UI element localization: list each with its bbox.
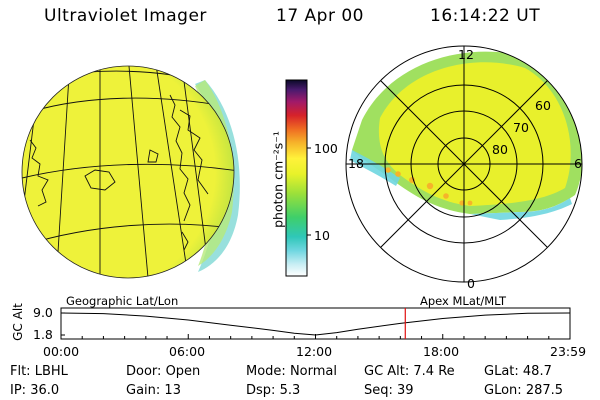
info-flt: Flt: LBHL xyxy=(10,364,68,379)
alt-xtick-0600: 06:00 xyxy=(169,344,206,359)
mlat-label-70: 70 xyxy=(513,120,529,135)
time-label: 16:14:22 UT xyxy=(430,6,541,26)
alt-xtick-0000: 00:00 xyxy=(43,344,80,359)
alt-xtick-1800: 18:00 xyxy=(423,344,460,359)
mlt-label-0: 0 xyxy=(467,276,475,291)
alt-ytick-low: 1.8 xyxy=(33,327,53,342)
apex-label: Apex MLat/MLT xyxy=(420,294,507,308)
mlt-label-12: 12 xyxy=(458,47,474,62)
alt-ylabel: GC Alt xyxy=(11,303,25,341)
info-seq: Seq: 39 xyxy=(364,383,414,398)
colorbar xyxy=(285,79,311,277)
date-label: 17 Apr 00 xyxy=(276,6,364,26)
earth-image xyxy=(21,65,240,279)
colorbar-unit-label: photon cm⁻²s⁻¹ xyxy=(270,131,286,228)
info-gain: Gain: 13 xyxy=(126,383,181,398)
mlat-label-60: 60 xyxy=(535,98,551,113)
altitude-plot xyxy=(60,307,571,340)
altitude-trajectory-line xyxy=(60,312,570,336)
polar-plot xyxy=(345,45,583,283)
mlt-label-18: 18 xyxy=(348,156,364,171)
info-mode: Mode: Normal xyxy=(246,364,337,379)
colorbar-tick-10: 10 xyxy=(314,228,330,243)
alt-ytick-high: 9.0 xyxy=(33,305,53,320)
mlat-label-80: 80 xyxy=(492,142,508,157)
alt-xtick-1200: 12:00 xyxy=(296,344,333,359)
geographic-label: Geographic Lat/Lon xyxy=(66,294,179,308)
colorbar-tick-100: 100 xyxy=(314,141,338,156)
info-door: Door: Open xyxy=(126,364,201,379)
alt-xtick-2359: 23:59 xyxy=(550,344,587,359)
mlt-label-6: 6 xyxy=(574,156,582,171)
instrument-title: Ultraviolet Imager xyxy=(44,6,207,26)
info-gc-alt: GC Alt: 7.4 Re xyxy=(364,364,455,379)
info-glon: GLon: 287.5 xyxy=(484,383,564,398)
info-ip: IP: 36.0 xyxy=(10,383,60,398)
info-dsp: Dsp: 5.3 xyxy=(246,383,301,398)
info-glat: GLat: 48.7 xyxy=(484,364,552,379)
